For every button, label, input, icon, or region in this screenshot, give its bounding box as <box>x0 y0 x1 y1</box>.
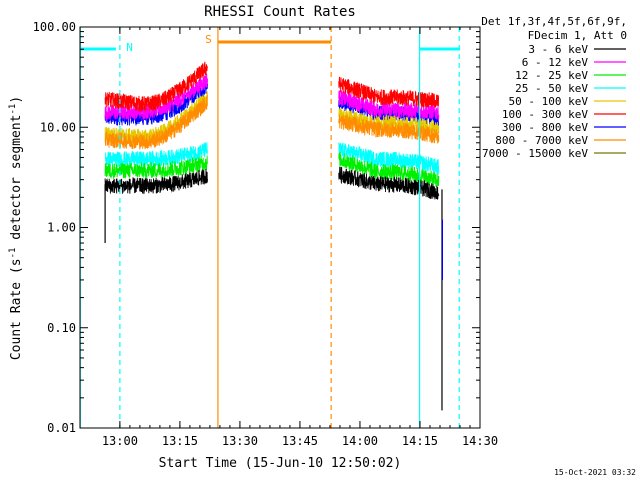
x-tick-label: 14:00 <box>342 434 378 448</box>
saa-marker-label: S <box>205 33 212 46</box>
y-tick-label: 100.00 <box>33 20 76 34</box>
x-axis-label: Start Time (15-Jun-10 12:50:02) <box>159 456 402 471</box>
x-tick-label: 14:30 <box>462 434 498 448</box>
series-line-seg2 <box>338 166 440 200</box>
x-tick-label: 13:30 <box>222 434 258 448</box>
series-line-seg1 <box>104 61 208 113</box>
y-label-exp2: -1 <box>8 104 18 115</box>
series-line-seg1 <box>104 168 208 195</box>
y-label-suffix: detector segment <box>9 115 24 248</box>
x-axis: 13:00 13:15 13:30 13:45 14:00 14:15 14:30 <box>102 27 498 448</box>
y-tick-label: 0.10 <box>47 321 76 335</box>
x-tick-label: 13:15 <box>162 434 198 448</box>
series-line-seg2 <box>338 90 440 121</box>
legend-item-label: 800 - 7000 keV <box>495 134 588 147</box>
x-tick-label: 13:45 <box>282 434 318 448</box>
y-axis: 0.01 0.10 1.00 10.00 100.00 <box>33 20 480 435</box>
series-line-seg2 <box>338 108 440 137</box>
legend-item-label: 25 - 50 keV <box>515 82 588 95</box>
y-tick-label: 10.00 <box>40 120 76 134</box>
legend-item-label: 7000 - 15000 keV <box>482 147 588 160</box>
y-label-exp: -1 <box>8 248 18 259</box>
series-line-seg2 <box>338 114 440 144</box>
y-axis-label: Count Rate (s-1 detector segment-1) <box>8 96 24 360</box>
footer-date: 15-Oct-2021 03:32 <box>554 468 636 477</box>
legend-item-label: 6 - 12 keV <box>522 56 589 69</box>
legend-item-label: 100 - 300 keV <box>502 108 588 121</box>
y-tick-label: 0.01 <box>47 421 76 435</box>
legend-item-label: 3 - 6 keV <box>528 43 588 56</box>
series-line-seg1 <box>104 141 208 168</box>
legend-item-label: 50 - 100 keV <box>509 95 589 108</box>
series-line-seg2 <box>338 142 440 175</box>
y-label-prefix: Count Rate (s <box>9 258 24 360</box>
night-marker-label: N <box>126 41 133 54</box>
legend: Det 1f,3f,4f,5f,6f,9f, FDecim 1, Att 0 3… <box>481 15 627 160</box>
series-line-seg2 <box>338 152 440 187</box>
chart-title: RHESSI Count Rates <box>204 4 356 20</box>
series-line-seg1 <box>104 95 208 150</box>
legend-header-line-2: FDecim 1, Att 0 <box>528 29 627 42</box>
series-line-seg2 <box>338 76 440 108</box>
x-tick-label: 14:15 <box>402 434 438 448</box>
legend-item-label: 12 - 25 keV <box>515 69 588 82</box>
x-tick-label: 13:00 <box>102 434 138 448</box>
legend-item-label: 300 - 800 keV <box>502 121 588 134</box>
series-layer <box>104 61 440 200</box>
y-tick-label: 1.00 <box>47 221 76 235</box>
series-line-seg1 <box>104 155 208 180</box>
legend-header-line-1: Det 1f,3f,4f,5f,6f,9f, <box>481 15 627 28</box>
y-label-close: ) <box>9 96 24 104</box>
